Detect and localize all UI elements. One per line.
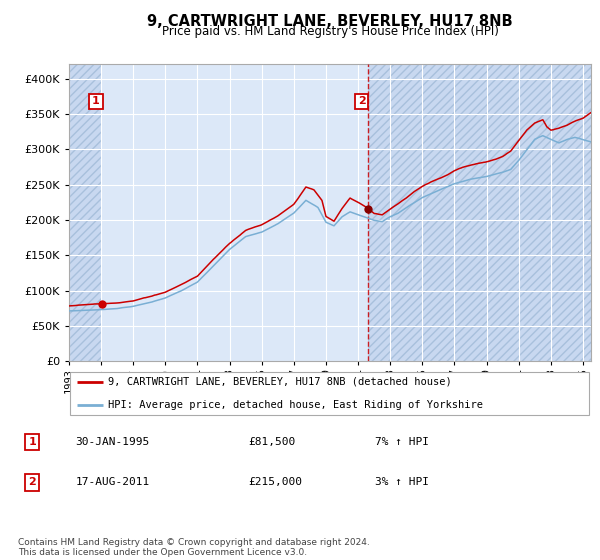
- Bar: [103, 64, 368, 361]
- Bar: [368, 64, 591, 361]
- Text: 9, CARTWRIGHT LANE, BEVERLEY, HU17 8NB: 9, CARTWRIGHT LANE, BEVERLEY, HU17 8NB: [147, 14, 513, 29]
- Text: 1: 1: [29, 437, 36, 447]
- Text: 17-AUG-2011: 17-AUG-2011: [76, 478, 150, 488]
- Text: 7% ↑ HPI: 7% ↑ HPI: [375, 437, 429, 447]
- Text: 3% ↑ HPI: 3% ↑ HPI: [375, 478, 429, 488]
- FancyBboxPatch shape: [70, 372, 589, 415]
- Text: 30-JAN-1995: 30-JAN-1995: [76, 437, 150, 447]
- Bar: [69, 64, 103, 361]
- Text: 2: 2: [358, 96, 365, 106]
- Text: £81,500: £81,500: [248, 437, 296, 447]
- Text: 1: 1: [92, 96, 100, 106]
- Text: 9, CARTWRIGHT LANE, BEVERLEY, HU17 8NB (detached house): 9, CARTWRIGHT LANE, BEVERLEY, HU17 8NB (…: [108, 376, 452, 386]
- Text: Price paid vs. HM Land Registry's House Price Index (HPI): Price paid vs. HM Land Registry's House …: [161, 25, 499, 38]
- Text: HPI: Average price, detached house, East Riding of Yorkshire: HPI: Average price, detached house, East…: [108, 400, 483, 410]
- Text: £215,000: £215,000: [248, 478, 302, 488]
- Text: Contains HM Land Registry data © Crown copyright and database right 2024.
This d: Contains HM Land Registry data © Crown c…: [18, 538, 370, 557]
- Text: 2: 2: [29, 478, 36, 488]
